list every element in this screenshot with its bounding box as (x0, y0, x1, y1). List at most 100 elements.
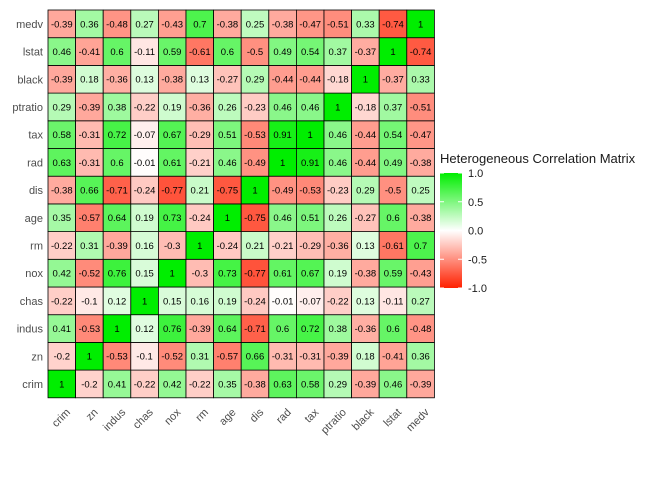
cell-value-label: -0.31 (79, 158, 101, 169)
cell-value-label: -0.31 (299, 352, 321, 363)
x-tick-label-age: age (217, 407, 238, 428)
cell-value-label: 0.58 (301, 379, 320, 390)
cell-value-label: -0.57 (217, 352, 239, 363)
heatmap-cell-indus-lstat (378, 314, 408, 343)
heatmap-cell-age-age (213, 203, 242, 232)
heatmap-cell-black-crim (47, 65, 77, 94)
heatmap-cell-dis-crim (47, 175, 77, 205)
heatmap-cell-dis-black (351, 175, 380, 205)
cell-value-label: 0.49 (384, 158, 403, 169)
x-tick-label-lstat: lstat (381, 407, 404, 430)
heatmap-cell-crim-rm (185, 369, 215, 399)
cell-value-label: -0.22 (189, 379, 211, 390)
cell-value-label: 0.12 (135, 324, 154, 335)
cell-value-label: -0.74 (410, 47, 432, 58)
heatmap-cell-tax-zn (75, 120, 104, 149)
cell-value-label: 0.13 (356, 241, 375, 252)
heatmap-cell-medv-chas (130, 9, 159, 39)
cell-value-label: 0.41 (53, 324, 72, 335)
cell-value-label: -0.22 (134, 379, 156, 390)
cell-value-label: -0.75 (244, 213, 266, 224)
heatmap-cell-nox-tax (295, 258, 325, 288)
heatmap-cell-indus-tax (295, 314, 325, 343)
y-tick-label-indus: indus (17, 324, 44, 336)
legend-ticks: 1.0 0.5 0.0 -0.5 -1.0 (440, 168, 487, 295)
heatmap-cell-rm-medv (406, 231, 435, 260)
cell-value-label: -0.51 (327, 19, 349, 30)
cell-value-label: -0.18 (327, 75, 349, 86)
cell-value-label: 1 (142, 296, 147, 307)
heatmap-cell-zn-medv (406, 341, 435, 371)
cell-value-label: -0.38 (217, 19, 239, 30)
heatmap-cell-zn-indus (102, 341, 132, 371)
heatmap-cell-black-medv (406, 65, 435, 94)
legend-color-bar (440, 173, 462, 288)
heatmap-cell-medv-rad (268, 9, 297, 39)
cell-value-label: -0.36 (355, 324, 377, 335)
heatmap-cell-indus-dis (240, 314, 270, 343)
cell-value-label: -0.77 (244, 269, 266, 280)
cell-value-label: -0.23 (327, 185, 349, 196)
cell-value-label: -0.38 (410, 213, 432, 224)
heatmap-cell-black-zn (75, 65, 104, 94)
heatmap-cell-nox-black (351, 258, 380, 288)
cell-value-label: -0.37 (382, 75, 404, 86)
heatmap-cells: 1 -0.2 0.41 -0.22 0.42 -0.22 0.35 -0.38 0.63 0.58… (47, 9, 435, 399)
cell-value-label: -0.74 (382, 19, 404, 30)
heatmap-cell-lstat-tax (295, 37, 325, 66)
heatmap-cell-lstat-chas (130, 37, 159, 66)
cell-value-label: -0.18 (355, 102, 377, 113)
cell-value-label: -0.29 (299, 241, 321, 252)
heatmap-cell-age-dis (240, 203, 270, 232)
heatmap-cell-lstat-medv (406, 37, 435, 66)
cell-value-label: 0.19 (163, 102, 182, 113)
cell-value-label: 0.19 (218, 296, 237, 307)
heatmap-cell-zn-lstat (378, 341, 408, 371)
heatmap-cell-ptratio-indus (102, 92, 132, 122)
cell-value-label: 0.35 (53, 213, 72, 224)
cell-value-label: -0.11 (134, 47, 155, 58)
heatmap-cell-lstat-rad (268, 37, 297, 66)
cell-value-label: 0.29 (53, 102, 72, 113)
cell-value-label: -0.51 (410, 102, 432, 113)
cell-value-label: -0.77 (161, 185, 183, 196)
cell-value-label: 0.33 (411, 75, 430, 86)
cell-value-label: 1 (335, 102, 340, 113)
cell-value-label: -0.43 (410, 269, 432, 280)
cell-value-label: 0.63 (53, 158, 72, 169)
cell-value-label: -0.24 (189, 213, 211, 224)
heatmap-cell-rad-rad (268, 148, 297, 177)
cell-value-label: 1 (114, 324, 119, 335)
cell-value-label: 0.16 (191, 296, 210, 307)
cell-value-label: 0.29 (329, 379, 348, 390)
cell-value-label: 0.66 (80, 185, 99, 196)
heatmap-cell-age-lstat (378, 203, 408, 232)
heatmap-cell-medv-nox (157, 9, 187, 39)
heatmap-cell-indus-rm (185, 314, 215, 343)
heatmap-cell-crim-crim (47, 369, 77, 399)
cell-value-label: 0.19 (329, 269, 348, 280)
heatmap-cell-rad-chas (130, 148, 159, 177)
cell-value-label: 1 (197, 241, 202, 252)
y-tick-label-zn: zn (31, 351, 43, 363)
heatmap-cell-chas-ptratio (323, 286, 353, 316)
heatmap-cell-dis-tax (295, 175, 325, 205)
cell-value-label: -0.38 (51, 185, 73, 196)
heatmap-cell-ptratio-zn (75, 92, 104, 122)
cell-value-label: -0.3 (164, 241, 180, 252)
cell-value-label: 0.72 (301, 324, 320, 335)
cell-value-label: -0.39 (51, 19, 73, 30)
legend-tick-label: -0.5 (468, 254, 487, 266)
cell-value-label: -0.36 (327, 241, 349, 252)
x-tick-label-chas: chas (131, 406, 156, 431)
cell-value-label: -0.29 (189, 130, 211, 141)
cell-value-label: 1 (170, 269, 175, 280)
cell-value-label: 0.35 (218, 379, 237, 390)
cell-value-label: 1 (280, 158, 285, 169)
cell-value-label: -0.48 (106, 19, 128, 30)
heatmap-cell-dis-age (213, 175, 242, 205)
cell-value-label: -0.57 (79, 213, 101, 224)
heatmap-cell-rm-nox (157, 231, 187, 260)
cell-value-label: 0.19 (135, 213, 154, 224)
